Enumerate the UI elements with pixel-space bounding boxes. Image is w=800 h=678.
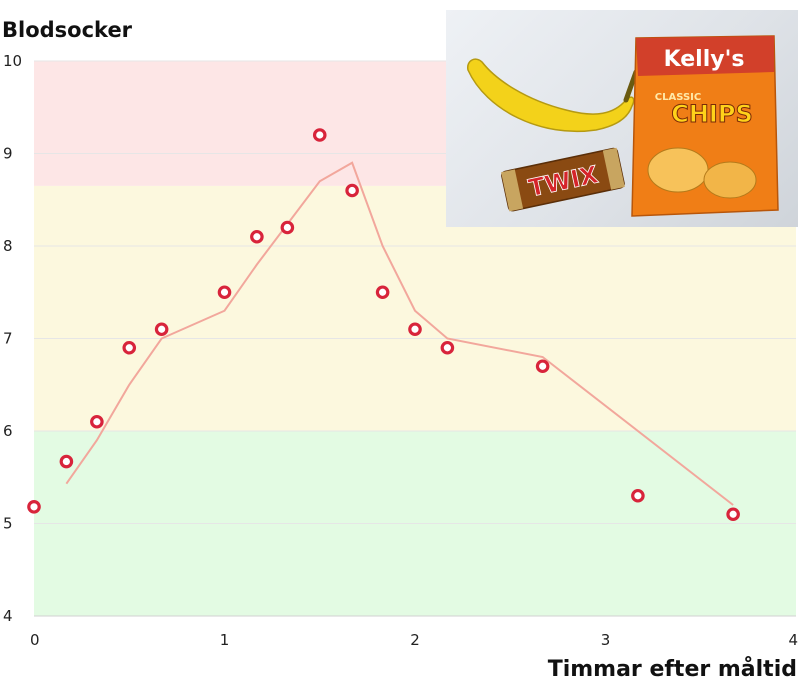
gridlines xyxy=(34,60,796,617)
data-points xyxy=(27,128,740,522)
data-point xyxy=(440,340,455,355)
chips-bag: Kelly's CLASSIC CHIPS xyxy=(631,35,779,217)
data-point xyxy=(280,220,295,235)
data-point xyxy=(154,322,169,337)
chips-classic: CLASSIC xyxy=(655,92,701,103)
y-axis-label: Blodsocker xyxy=(2,18,133,42)
chips-title: CHIPS xyxy=(671,100,753,128)
y-tick-label: 4 xyxy=(3,607,13,625)
x-tick-label: 2 xyxy=(410,631,420,649)
twix-bar: TWIX xyxy=(501,147,625,212)
y-tick-label: 8 xyxy=(3,237,13,255)
x-tick-label: 0 xyxy=(30,631,40,649)
data-point xyxy=(250,229,264,244)
x-tick-label: 4 xyxy=(788,631,798,649)
chips-brand: Kelly's xyxy=(664,47,745,72)
y-tick-label: 10 xyxy=(3,52,22,70)
data-point xyxy=(631,488,645,503)
data-point xyxy=(59,454,74,469)
x-tick-label: 3 xyxy=(601,631,611,649)
trend-line xyxy=(65,161,734,506)
data-point xyxy=(90,414,104,429)
x-tick-labels: 0 1 2 3 4 xyxy=(30,631,798,649)
data-point xyxy=(122,340,137,355)
snack-illustration: TWIX Kelly's CLASSIC CHIPS xyxy=(467,35,779,217)
data-point xyxy=(217,285,232,300)
data-point xyxy=(27,500,41,514)
y-tick-label: 5 xyxy=(3,515,13,533)
data-point xyxy=(375,285,390,300)
data-point xyxy=(312,128,327,142)
data-point xyxy=(535,359,550,374)
data-point xyxy=(408,322,422,337)
x-axis-label: Timmar efter måltid xyxy=(548,656,797,678)
y-tick-label: 6 xyxy=(3,422,13,440)
x-tick-label: 1 xyxy=(220,631,230,649)
y-tick-label: 9 xyxy=(3,145,13,163)
banana-stem-icon xyxy=(623,69,639,103)
snack-photo: TWIX Kelly's CLASSIC CHIPS xyxy=(446,10,798,227)
y-tick-labels: 4 5 6 7 8 9 10 xyxy=(3,52,22,625)
y-tick-label: 7 xyxy=(3,330,13,348)
data-point xyxy=(345,183,359,198)
data-point xyxy=(726,507,740,522)
banana-icon xyxy=(467,58,635,132)
